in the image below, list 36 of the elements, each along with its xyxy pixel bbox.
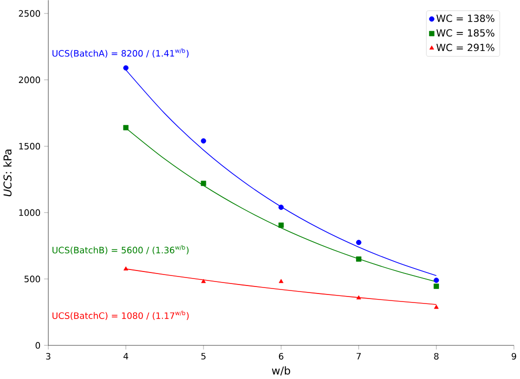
x-tick-label: 8 [434, 353, 439, 360]
x-tick-label: 5 [201, 353, 206, 360]
x-axis-title: w/b [272, 366, 290, 376]
legend-label: WC = 291% [436, 44, 494, 52]
y-tick-label: 1500 [19, 143, 40, 150]
point [356, 240, 362, 246]
x-tick-label: 4 [124, 353, 128, 360]
point [434, 278, 439, 284]
point [278, 279, 284, 284]
y-tick-label: 0 [36, 342, 40, 349]
y-tick-label: 2500 [18, 10, 40, 17]
x-tick-label: 3 [46, 353, 50, 360]
y-tick-label: 1000 [19, 209, 40, 216]
y-tick-label: 500 [24, 276, 40, 282]
point [200, 138, 206, 144]
legend-label: WC = 185% [436, 29, 494, 37]
point [434, 284, 439, 290]
point [123, 125, 129, 130]
point [278, 204, 284, 210]
point [434, 304, 439, 309]
y-tick-label: 2000 [18, 76, 40, 84]
x-tick-label: 9 [512, 353, 516, 360]
point [356, 256, 362, 262]
point [356, 295, 362, 300]
annotation: UCS(BatchC) = 1080 / (1.17$^{w/b}$) [52, 310, 189, 320]
annotation: UCS(BatchB) = 5600 / (1.36$^{w/b}$) [52, 245, 189, 255]
legend-label: WC = 138% [436, 14, 494, 22]
annotation: UCS(BatchA) = 8200 / (1.41$^{w/b}$) [52, 48, 189, 58]
point [123, 65, 129, 71]
x-tick-label: 7 [356, 353, 361, 360]
point [201, 279, 206, 284]
x-tick-label: 6 [278, 353, 284, 360]
point [124, 266, 128, 271]
point [278, 222, 284, 228]
y-axis-title: UCS: kPa [3, 150, 12, 196]
point [200, 180, 206, 186]
